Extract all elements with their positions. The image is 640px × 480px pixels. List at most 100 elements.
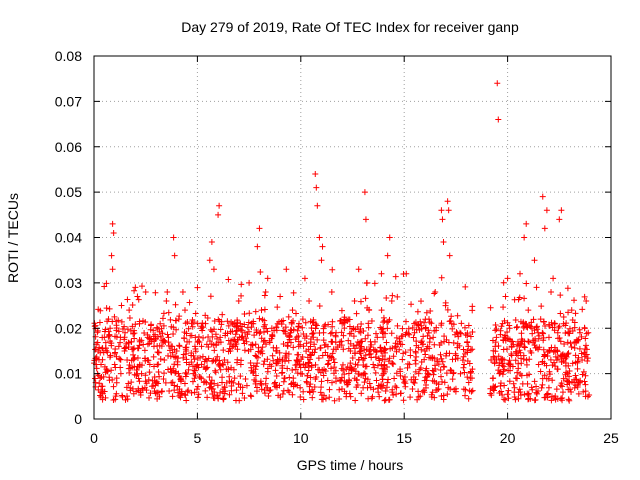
data-point <box>95 347 102 354</box>
data-point <box>117 356 124 363</box>
data-point <box>389 389 396 396</box>
data-point <box>324 361 331 368</box>
data-point <box>238 281 245 288</box>
data-point <box>344 381 351 388</box>
data-point <box>366 380 373 387</box>
data-point <box>504 329 511 336</box>
data-point <box>290 383 297 390</box>
data-point <box>103 366 110 373</box>
data-point <box>194 361 201 368</box>
data-point <box>176 386 183 393</box>
data-point <box>347 393 354 400</box>
data-point <box>196 373 203 380</box>
data-point <box>189 363 196 370</box>
data-point <box>117 364 124 371</box>
data-point <box>314 336 321 343</box>
data-point <box>569 317 576 324</box>
data-point <box>95 386 102 393</box>
data-point <box>237 373 244 380</box>
data-point <box>188 332 195 339</box>
data-point <box>419 388 426 395</box>
data-point <box>436 341 443 348</box>
data-point <box>461 324 468 331</box>
data-point <box>257 378 264 385</box>
data-point <box>272 379 279 386</box>
data-point <box>358 321 365 328</box>
data-point <box>440 363 447 370</box>
data-point <box>516 347 523 354</box>
data-point <box>216 362 223 369</box>
data-point <box>300 388 307 395</box>
data-point <box>441 338 448 345</box>
data-point <box>538 384 545 391</box>
data-point <box>351 350 358 357</box>
data-point <box>148 321 155 328</box>
data-point <box>469 307 476 314</box>
data-point <box>518 372 525 379</box>
data-point <box>548 344 555 351</box>
data-point <box>158 388 165 395</box>
data-point <box>126 307 133 314</box>
data-point <box>564 285 571 292</box>
data-point <box>545 375 552 382</box>
data-point <box>367 384 374 391</box>
data-point <box>239 333 246 340</box>
data-point <box>393 334 400 341</box>
data-point <box>97 307 104 314</box>
data-point <box>301 364 308 371</box>
data-point <box>208 383 215 390</box>
data-point <box>127 387 134 394</box>
data-point <box>110 383 117 390</box>
data-point <box>94 339 101 346</box>
data-point <box>227 347 234 354</box>
data-point <box>129 323 136 330</box>
data-point <box>521 338 528 345</box>
data-point <box>191 319 198 326</box>
data-point <box>429 367 436 374</box>
data-point <box>411 329 418 336</box>
data-point <box>124 296 131 303</box>
data-point <box>174 389 181 396</box>
data-point <box>159 315 166 322</box>
data-point <box>327 330 334 337</box>
x-tick-labels: 0 5 10 15 20 25 <box>90 430 619 446</box>
data-point <box>559 394 566 401</box>
data-point <box>338 329 345 336</box>
data-point <box>117 334 124 341</box>
data-point <box>572 338 579 345</box>
data-point <box>183 371 190 378</box>
data-point <box>432 366 439 373</box>
data-point <box>175 316 182 323</box>
data-point <box>363 279 370 286</box>
data-point <box>167 366 174 373</box>
data-point <box>350 333 357 340</box>
data-point <box>561 341 568 348</box>
data-point <box>132 284 139 291</box>
data-point <box>375 382 382 389</box>
data-point <box>437 351 444 358</box>
data-point <box>332 375 339 382</box>
data-point <box>254 243 261 250</box>
data-point <box>165 334 172 341</box>
data-point <box>161 370 168 377</box>
data-point <box>514 323 521 330</box>
data-point <box>516 386 523 393</box>
data-point <box>541 372 548 379</box>
data-point <box>300 330 307 337</box>
data-point <box>545 384 552 391</box>
data-point <box>251 332 258 339</box>
data-point <box>543 207 550 214</box>
data-point <box>266 337 273 344</box>
data-point <box>414 396 421 403</box>
data-point <box>576 379 583 386</box>
data-point <box>215 361 222 368</box>
data-point <box>385 318 392 325</box>
data-point <box>341 316 348 323</box>
data-point <box>392 343 399 350</box>
data-point <box>183 344 190 351</box>
data-point <box>380 334 387 341</box>
data-point <box>312 361 319 368</box>
data-point <box>303 378 310 385</box>
data-point <box>339 320 346 327</box>
data-point <box>518 355 525 362</box>
